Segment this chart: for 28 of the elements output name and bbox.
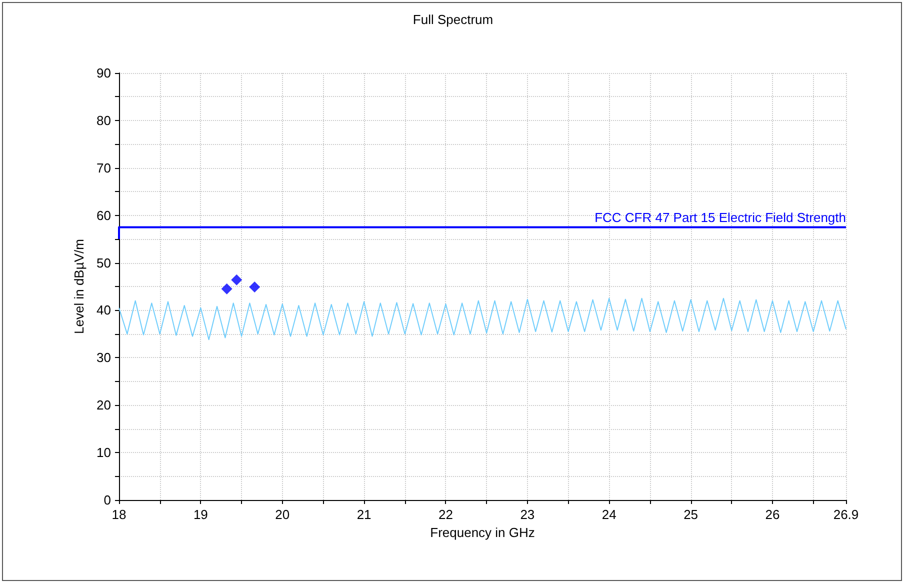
point	[249, 281, 260, 292]
y-tick-label: 60	[96, 208, 111, 223]
y-tick-label: 10	[96, 445, 111, 460]
y-tick-label: 20	[96, 398, 111, 413]
x-tick-label: 23	[520, 507, 535, 522]
y-tick-label: 30	[96, 350, 111, 366]
x-tick-label: 25	[684, 507, 698, 522]
x-tick-label: 26	[765, 507, 780, 522]
point	[231, 274, 242, 286]
y-tick-label: 0	[104, 492, 111, 508]
x-tick-label: 26.9	[833, 507, 859, 522]
x-axis-title: Frequency in GHz	[430, 524, 535, 540]
x-tick-label: 24	[602, 507, 616, 522]
y-tick-label: 70	[96, 160, 111, 176]
x-tick-label: 19	[193, 507, 208, 522]
y-tick-label: 40	[96, 302, 111, 318]
point	[221, 283, 232, 294]
y-axis-title: Level in dBµV/m	[72, 239, 87, 334]
x-tick-label: 18	[112, 507, 126, 522]
y-tick-label: 90	[96, 66, 111, 80]
line-series	[118, 298, 846, 340]
series-label: FCC CFR 47 Part 15 Electric Field Strength	[594, 210, 846, 226]
y-tick-label: 50	[96, 255, 111, 270]
x-tick-label: 20	[275, 507, 290, 522]
y-tick-label: 80	[96, 112, 111, 128]
chart-title: Full Spectrum	[412, 12, 494, 27]
x-tick-label: 22	[438, 507, 453, 522]
x-tick-label: 21	[356, 507, 372, 522]
